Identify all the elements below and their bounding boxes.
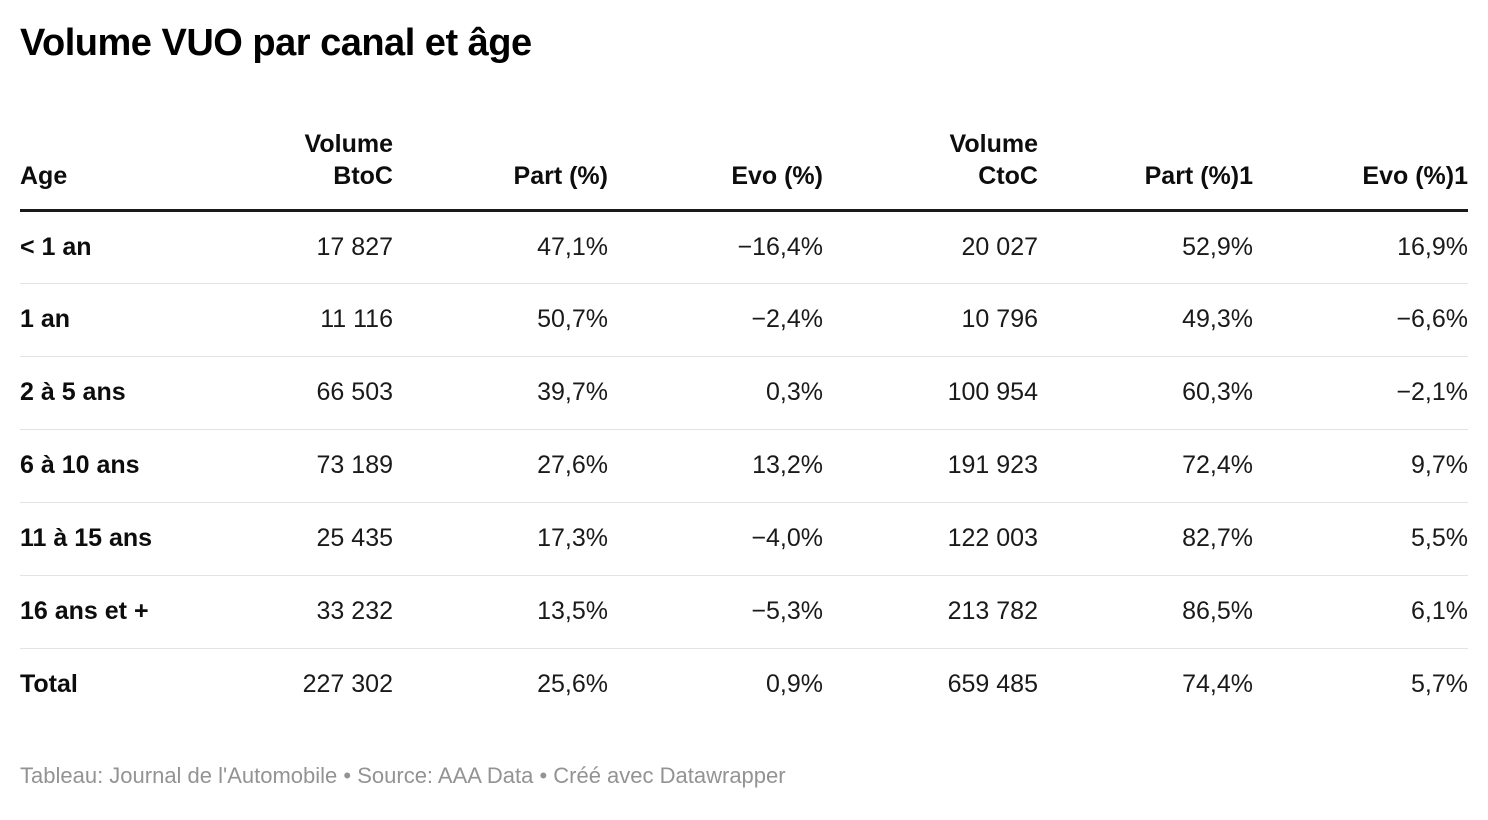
cell-value: 52,9%	[1038, 210, 1253, 284]
cell-value: 33 232	[178, 575, 393, 649]
cell-value: −2,4%	[608, 283, 823, 357]
cell-value: 0,9%	[766, 670, 823, 699]
row-label: < 1 an	[20, 210, 178, 284]
cell-value: 25 435	[178, 502, 393, 576]
cell-value: 0,3%	[608, 356, 823, 430]
vuo-volume-table: Age Volume BtoC Part (%) Evo (%) Volume CtoC…	[20, 65, 1468, 722]
cell-value: 86,5%	[1038, 575, 1253, 649]
header-row: Age Volume BtoC Part (%) Evo (%) Volume CtoC…	[20, 65, 1468, 212]
column-header-part-1: Part (%)1	[1038, 65, 1253, 212]
cell-value: 50,7%	[393, 283, 608, 357]
row-label: 11 à 15 ans	[20, 502, 178, 576]
cell-value: 82,7%	[1038, 502, 1253, 576]
cell-value: 47,1%	[393, 210, 608, 284]
cell-value: −6,6%	[1253, 283, 1468, 357]
cell-value: −16,4%	[608, 210, 823, 284]
column-header-evo-1: Evo (%)1	[1253, 65, 1468, 212]
row-label: Total	[20, 670, 78, 699]
page-title: Volume VUO par canal et âge	[20, 22, 532, 64]
table-row-16-ans-et: 16 ans et +33 232 13,5% −5,3% 213 782 86,5% 6…	[20, 575, 1468, 649]
cell-value: 60,3%	[1038, 356, 1253, 430]
row-label: 16 ans et +	[20, 575, 178, 649]
cell-value: 13,5%	[393, 575, 608, 649]
column-header-age: Age	[20, 65, 178, 212]
cell-value: 227 302	[302, 670, 393, 699]
table-row-2-5-ans: 2 à 5 ans 66 503 39,7% 0,3% 100 954 60,3% −2,1…	[20, 356, 1468, 430]
cell-value: 27,6%	[393, 429, 608, 503]
cell-value: −4,0%	[608, 502, 823, 576]
column-header-volume-btoc: Volume BtoC	[178, 65, 393, 212]
column-header-part: Part (%)	[393, 65, 608, 212]
cell-value: 74,4%	[1182, 670, 1253, 699]
cell-value: 39,7%	[393, 356, 608, 430]
row-label: 2 à 5 ans	[20, 356, 178, 430]
cell-value: 191 923	[823, 429, 1038, 503]
cell-value: 9,7%	[1253, 429, 1468, 503]
cell-value: 49,3%	[1038, 283, 1253, 357]
cell-value: 13,2%	[608, 429, 823, 503]
table-row-11-15-ans: 11 à 15 ans 25 435 17,3% −4,0% 122 003 82,7% 5…	[20, 502, 1468, 576]
cell-value: 17 827	[178, 210, 393, 284]
column-header-evo: Evo (%)	[608, 65, 823, 212]
cell-value: 66 503	[178, 356, 393, 430]
cell-value: 6,1%	[1253, 575, 1468, 649]
cell-value: 659 485	[947, 670, 1038, 699]
table-row-1-an: 1 an 11 116 50,7% −2,4% 10 796 49,3% −6,6%	[20, 283, 1468, 357]
table-header: Age Volume BtoC Part (%) Evo (%) Volume CtoC…	[20, 65, 1468, 212]
cell-value: 100 954	[823, 356, 1038, 430]
cell-value: 5,5%	[1253, 502, 1468, 576]
cell-value: 25,6%	[537, 670, 608, 699]
cell-value: 122 003	[823, 502, 1038, 576]
cell-value: 72,4%	[1038, 429, 1253, 503]
row-label: 1 an	[20, 283, 178, 357]
table-body: < 1 an 17 827 47,1% −16,4% 20 027 52,9% 16,9% 1…	[20, 210, 1468, 721]
table-footer-attribution: Tableau: Journal de l'Automobile • Sourc…	[20, 763, 786, 789]
table-row-6-10-ans: 6 à 10 ans 73 189 27,6% 13,2% 191 923 72,4% 9,…	[20, 429, 1468, 503]
cell-value: −2,1%	[1253, 356, 1468, 430]
cell-value: 16,9%	[1253, 210, 1468, 284]
column-header-volume-ctoc: Volume CtoC	[823, 65, 1038, 212]
cell-value: 73 189	[178, 429, 393, 503]
table-row-1-an: < 1 an 17 827 47,1% −16,4% 20 027 52,9% 16,9%	[20, 210, 1468, 284]
table-row-total: Total 227 302 25,6% 0,9% 659 485 74,4% 5,7%	[20, 648, 1468, 721]
row-label: 6 à 10 ans	[20, 429, 178, 503]
cell-value: 213 782	[823, 575, 1038, 649]
cell-value: 20 027	[823, 210, 1038, 284]
cell-value: 10 796	[823, 283, 1038, 357]
cell-value: 17,3%	[393, 502, 608, 576]
cell-value: −5,3%	[608, 575, 823, 649]
cell-value: 5,7%	[1411, 670, 1468, 699]
cell-value: 11 116	[178, 283, 393, 357]
